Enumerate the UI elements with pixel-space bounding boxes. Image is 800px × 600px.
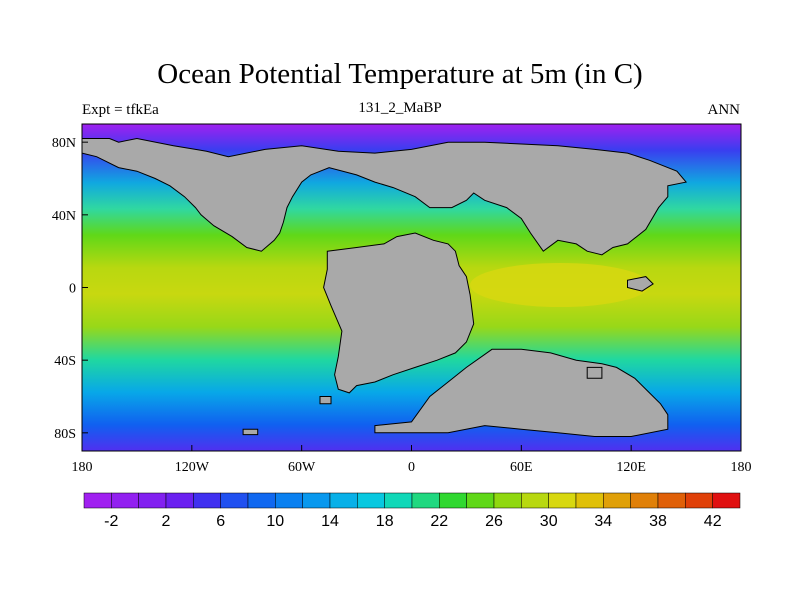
x-tick-label: 0 <box>408 460 415 475</box>
season-label: ANN <box>707 102 741 118</box>
x-tick-label: 60E <box>510 460 533 475</box>
case-label: 131_2_MaBP <box>358 100 442 116</box>
colorbar-box <box>329 492 358 509</box>
colorbar-label: 42 <box>704 513 722 530</box>
colorbar-box <box>685 492 713 509</box>
y-tick-label: 40N <box>52 209 76 224</box>
colorbar-box <box>521 492 549 509</box>
map-area <box>82 124 741 451</box>
land-layer <box>82 137 688 437</box>
colorbar-box <box>111 492 139 509</box>
colorbar-label: 30 <box>540 513 558 530</box>
warm-pool <box>470 263 650 307</box>
land-pacific-island-1 <box>242 428 259 436</box>
experiment-label: Expt = tfkEa <box>82 102 159 118</box>
colorbar-box <box>439 492 467 509</box>
colorbar-label: 14 <box>321 513 339 530</box>
colorbar-label: 2 <box>162 513 171 530</box>
colorbar-label: 6 <box>216 513 225 530</box>
colorbar: -2 2 6 10 14 18 22 26 30 34 38 42 <box>83 492 741 530</box>
colorbar-box <box>411 492 440 509</box>
colorbar-box <box>83 492 112 509</box>
land-south-america-africa <box>323 232 475 394</box>
y-tick-label: 0 <box>69 282 76 297</box>
x-tick-label: 180 <box>731 460 752 475</box>
x-tick-label: 120E <box>616 460 646 475</box>
colorbar-label: 26 <box>485 513 503 530</box>
colorbar-label: -2 <box>104 513 118 530</box>
colorbar-box <box>603 492 631 509</box>
x-axis: 180 120W 60W 0 60E 120E 180 <box>72 445 752 475</box>
x-tick-label: 180 <box>72 460 93 475</box>
colorbar-box <box>493 492 522 509</box>
land-se-asia-island <box>627 276 654 292</box>
colorbar-box <box>302 492 331 509</box>
colorbar-label: 22 <box>430 513 448 530</box>
x-tick-label: 60W <box>288 460 316 475</box>
y-tick-label: 80S <box>54 427 76 442</box>
colorbar-box <box>384 492 413 509</box>
colorbar-box <box>247 492 276 509</box>
colorbar-box <box>575 492 604 509</box>
colorbar-label: 10 <box>266 513 284 530</box>
colorbar-box <box>712 492 741 509</box>
colorbar-box <box>630 492 659 509</box>
land-indian-island <box>586 366 603 379</box>
land-pacific-island-2 <box>319 396 332 405</box>
y-tick-label: 80N <box>52 136 76 151</box>
colorbar-box <box>220 492 249 509</box>
land-north-america-eurasia-arctic <box>82 137 688 256</box>
plot-title: Ocean Potential Temperature at 5m (in C) <box>157 58 643 90</box>
colorbar-label: 18 <box>376 513 394 530</box>
colorbar-label: 34 <box>594 513 612 530</box>
colorbar-box <box>275 492 303 509</box>
colorbar-box <box>138 492 167 509</box>
x-tick-label: 120W <box>175 460 210 475</box>
colorbar-label: 38 <box>649 513 667 530</box>
colorbar-box <box>657 492 686 509</box>
colorbar-box <box>548 492 577 509</box>
colorbar-box <box>357 492 385 509</box>
colorbar-box <box>165 492 194 509</box>
y-axis: 80N 40N 0 40S 80S <box>52 136 88 442</box>
colorbar-box <box>193 492 221 509</box>
colorbar-box <box>466 492 495 509</box>
y-tick-label: 40S <box>54 354 76 369</box>
